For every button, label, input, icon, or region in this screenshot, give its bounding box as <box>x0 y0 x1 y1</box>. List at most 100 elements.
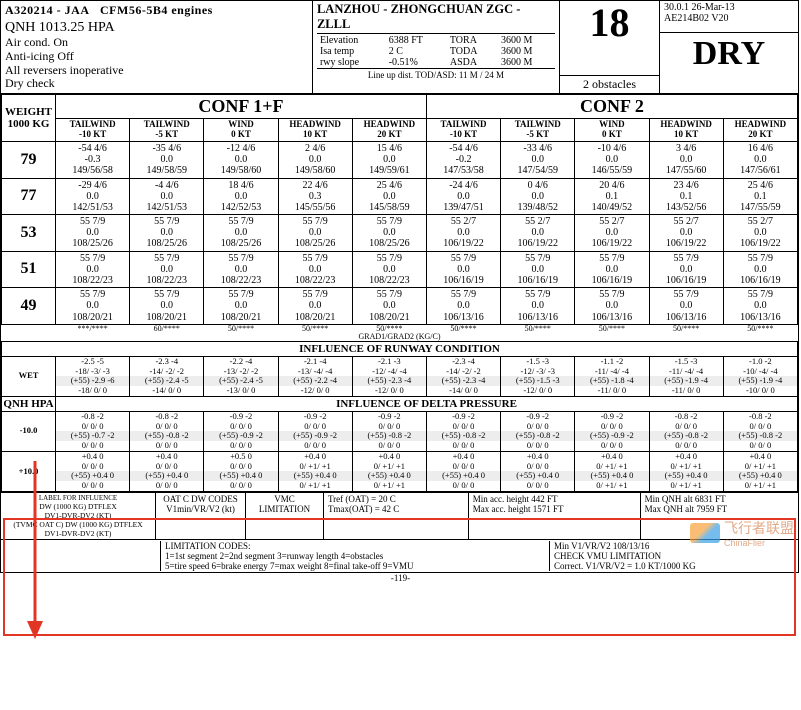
airport-data: Elevation6388 FTTORA3600 M Isa temp2 CTO… <box>317 35 555 68</box>
max-qnh-alt: Max QNH alt 7959 FT <box>645 504 794 514</box>
grad-9: 50/**** <box>723 325 797 333</box>
weight-49: 49 <box>2 288 56 325</box>
wet-cell-8: -1.5 -3-11/ -4/ -4(+55) -1.9 -4-11/ 0/ 0 <box>649 356 723 396</box>
lim-title: LIMITATION CODES: <box>165 541 549 551</box>
p10-cell-0: +0.4 00/ 0/ 0(+55) +0.4 00/ 0/ 0 <box>56 451 130 491</box>
influence-runway-title: INFLUENCE OF RUNWAY CONDITION <box>2 341 798 356</box>
m10-cell-3: -0.9 -20/ 0/ 0(+55) -0.9 -20/ 0/ 0 <box>278 411 352 451</box>
qnh-hpa-label: QNH HPA <box>2 396 56 411</box>
tora-val: 3600 M <box>498 35 555 46</box>
cell-4-4: 55 7/90.0108/20/21 <box>352 288 426 325</box>
weight-79: 79 <box>2 141 56 178</box>
cell-4-1: 55 7/90.0108/20/21 <box>130 288 204 325</box>
cell-0-4: 15 4/60.0149/59/61 <box>352 141 426 178</box>
cell-3-3: 55 7/90.0108/22/23 <box>278 251 352 288</box>
header-right: 30.0.1 26-Mar-13 AE214B02 V20 DRY <box>660 1 798 93</box>
conf-2: CONF 2 <box>426 95 797 119</box>
cell-4-8: 55 7/90.0106/13/16 <box>649 288 723 325</box>
wet-cell-5: -2.3 -4-14/ -2/ -2(+55) -2.3 -4-14/ 0/ 0 <box>426 356 500 396</box>
toda-val: 3600 M <box>498 46 555 57</box>
asda-val: 3600 M <box>498 57 555 68</box>
cell-2-9: 55 2/70.0106/19/22 <box>723 215 797 252</box>
qnh-alt-block: Min QNH alt 6831 FT Max QNH alt 7959 FT <box>641 493 798 539</box>
header-airport: LANZHOU - ZHONGCHUAN ZGC - ZLLL Elevatio… <box>313 1 560 93</box>
wind-col-7: WIND0 KT <box>575 119 649 142</box>
oat-sub: V1min/VR/V2 (kt) <box>158 504 243 514</box>
label-inf-0: DW (1000 KG) DTFLEX <box>3 502 153 511</box>
m10-cell-6: -0.9 -20/ 0/ 0(+55) -0.8 -20/ 0/ 0 <box>501 411 575 451</box>
cell-4-3: 55 7/90.0108/20/21 <box>278 288 352 325</box>
cond-2: All reversers inoperative <box>5 64 308 78</box>
weight-77: 77 <box>2 178 56 215</box>
airport-name: LANZHOU - ZHONGCHUAN ZGC - ZLLL <box>317 2 555 34</box>
p10-cell-2: +0.5 00/ 0/ 0(+55) +0.4 00/ 0/ 0 <box>204 451 278 491</box>
isa-label: Isa temp <box>317 46 386 57</box>
cell-3-7: 55 7/90.0106/16/19 <box>575 251 649 288</box>
p10-cell-7: +0.4 00/ +1/ +1(+55) +0.4 00/ +1/ +1 <box>575 451 649 491</box>
doc-code: AE214B02 V20 <box>664 13 794 24</box>
cell-1-8: 23 4/60.1143/52/56 <box>649 178 723 215</box>
cell-2-7: 55 2/70.0106/19/22 <box>575 215 649 252</box>
limitation-row: LIMITATION CODES: 1=1st segment 2=2nd se… <box>1 539 798 572</box>
page-number: -119- <box>0 573 801 583</box>
grad-title: GRAD1/GRAD2 (KG/C) <box>2 333 798 341</box>
conf-1f: CONF 1+F <box>56 95 427 119</box>
max-acc: Max acc. height 1571 FT <box>473 504 636 514</box>
obstacles: 2 obstacles <box>560 75 659 93</box>
cell-0-0: -54 4/6-0.3149/56/58 <box>56 141 130 178</box>
grad-6: 50/**** <box>501 325 575 333</box>
label-influence-title: LABEL FOR INFLUENCE <box>3 494 153 502</box>
cell-3-2: 55 7/90.0108/22/23 <box>204 251 278 288</box>
cell-2-1: 55 7/90.0108/25/26 <box>130 215 204 252</box>
footer: LABEL FOR INFLUENCE DW (1000 KG) DTFLEX … <box>1 492 798 539</box>
doc-version: 30.0.1 26-Mar-13 <box>664 2 794 13</box>
m10-cell-0: -0.8 -20/ 0/ 0(+55) -0.7 -20/ 0/ 0 <box>56 411 130 451</box>
cell-0-9: 16 4/60.0147/56/61 <box>723 141 797 178</box>
cell-0-3: 2 4/60.0149/58/60 <box>278 141 352 178</box>
cond-1: Anti-icing Off <box>5 50 308 64</box>
cell-1-2: 18 4/60.0142/52/53 <box>204 178 278 215</box>
p10-cell-4: +0.4 00/ +1/ +1(+55) +0.4 00/ +1/ +1 <box>352 451 426 491</box>
isa-val: 2 C <box>386 46 447 57</box>
cell-1-6: 0 4/60.0139/48/52 <box>501 178 575 215</box>
m10-cell-7: -0.9 -20/ 0/ 0(+55) -0.9 -20/ 0/ 0 <box>575 411 649 451</box>
m10-cell-5: -0.9 -20/ 0/ 0(+55) -0.8 -20/ 0/ 0 <box>426 411 500 451</box>
cell-4-0: 55 7/90.0108/20/21 <box>56 288 130 325</box>
performance-table: WEIGHT 1000 KG CONF 1+F CONF 2 TAILWIND-… <box>1 94 798 492</box>
tora-label: TORA <box>447 35 498 46</box>
grad-2: 50/**** <box>204 325 278 333</box>
header-runway: 18 2 obstacles <box>560 1 660 93</box>
grad-7: 50/**** <box>575 325 649 333</box>
min-acc: Min acc. height 442 FT <box>473 494 636 504</box>
cell-3-4: 55 7/90.0108/22/23 <box>352 251 426 288</box>
wind-col-6: TAILWIND-5 KT <box>501 119 575 142</box>
p10-cell-3: +0.4 00/ +1/ +1(+55) +0.4 00/ +1/ +1 <box>278 451 352 491</box>
tmax: Tmax(OAT) = 42 C <box>328 504 464 514</box>
oat-title: OAT C DW CODES <box>158 494 243 504</box>
wet-cell-9: -1.0 -2-10/ -4/ -4(+55) -1.9 -4-10/ 0/ 0 <box>723 356 797 396</box>
grad-1: 60/**** <box>130 325 204 333</box>
engines: CFM56-5B4 engines <box>100 3 213 17</box>
cell-1-1: -4 4/60.0142/51/53 <box>130 178 204 215</box>
asda-label: ASDA <box>447 57 498 68</box>
wet-cell-3: -2.1 -4-13/ -4/ -4(+55) -2.2 -4-12/ 0/ 0 <box>278 356 352 396</box>
cell-1-9: 25 4/60.1147/55/59 <box>723 178 797 215</box>
cell-3-0: 55 7/90.0108/22/23 <box>56 251 130 288</box>
cond-0: Air cond. On <box>5 36 308 50</box>
cell-2-5: 55 2/70.0106/19/22 <box>426 215 500 252</box>
header: A320214 - JAA CFM56-5B4 engines QNH 1013… <box>1 1 798 94</box>
label-inf-3: DV1-DVR-DV2 (KT) <box>3 529 153 538</box>
grad-8: 50/**** <box>649 325 723 333</box>
weight-hdr-2: 1000 KG <box>8 118 50 130</box>
wet-cell-7: -1.1 -2-11/ -4/ -4(+55) -1.8 -4-11/ 0/ 0 <box>575 356 649 396</box>
wet-cell-1: -2.3 -4-14/ -2/ -2(+55) -2.4 -5-14/ 0/ 0 <box>130 356 204 396</box>
cell-1-0: -29 4/60.0142/51/53 <box>56 178 130 215</box>
cell-0-5: -54 4/6-0.2147/53/58 <box>426 141 500 178</box>
elev-val: 6388 FT <box>386 35 447 46</box>
cell-4-6: 55 7/90.0106/13/16 <box>501 288 575 325</box>
correct-v: Correct. V1/VR/V2 = 1.0 KT/1000 KG <box>554 561 794 571</box>
vmc-sub: LIMITATION <box>248 504 321 514</box>
label-inf-2: (TVMC OAT C) DW (1000 KG) DTFLEX <box>3 520 153 529</box>
wind-col-4: HEADWIND20 KT <box>352 119 426 142</box>
cell-0-1: -35 4/60.0149/58/59 <box>130 141 204 178</box>
